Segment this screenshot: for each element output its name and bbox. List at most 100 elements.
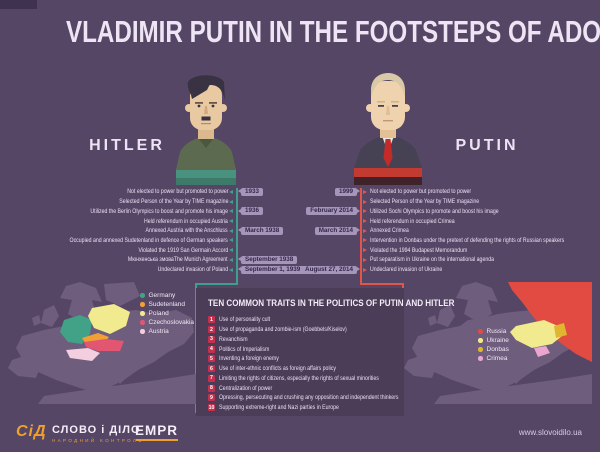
putin-label: PUTIN [455, 137, 519, 154]
event-text: Selected Person of the Year by TIME maga… [370, 198, 480, 206]
date-badge: March 2014 [314, 226, 361, 235]
trait-item: 9 Opressing, persecuting and crushing any… [208, 393, 404, 403]
tick-icon [363, 248, 367, 253]
tick-icon [229, 209, 233, 214]
legend-marker-icon [140, 329, 145, 334]
legend-label: Germany [148, 292, 176, 299]
event-text: Not elected to power but promoted to pow… [370, 188, 472, 196]
hitler-events-list: Not elected to power but promoted to pow… [20, 187, 228, 274]
date-badge: March 1938 [237, 226, 284, 235]
europe-map-1938 [8, 282, 196, 404]
putin-events-list: Not elected to power but promoted to pow… [370, 187, 585, 274]
event-text: Utilized the Berlin Olympics to boost an… [90, 207, 228, 215]
legend-item: Ukraine [478, 336, 509, 345]
trait-item: 7 Limiting the rights of citizens, especi… [208, 374, 404, 384]
hitler-label: HITLER [89, 137, 165, 154]
event-text: Selected Person of the Year by TIME maga… [118, 198, 228, 206]
website-url: www.slovoidilo.ua [518, 428, 582, 437]
trait-number: 1 [208, 316, 215, 324]
trait-label: Opressing, persecuting and crushing any … [219, 394, 399, 402]
traits-list: 1 Use of personality cult 2 Use of propagan… [196, 315, 404, 413]
trait-label: Supporting extreme-right and Nazi partie… [219, 404, 339, 412]
tick-icon [229, 257, 233, 262]
event-text: Held referendum in occupied Crimea [370, 217, 455, 225]
legend-label: Sudetenland [148, 301, 186, 308]
legend-marker-icon [140, 311, 145, 316]
hitler-portrait [176, 75, 236, 185]
legend-label: Czechoslovakia [148, 319, 195, 326]
legend-item: Austria [140, 327, 194, 336]
hitler-timeline-elbow [195, 283, 238, 285]
slovoidilo-logo-subtext: НАРОДНИЙ КОНТРОЛЬ [52, 438, 144, 443]
date-badge: September 1938 [237, 255, 298, 264]
event-text: Violated the 1919 San Germain Accord [138, 246, 228, 254]
legend-marker-icon [140, 320, 145, 325]
putin-event: Not elected to power but promoted to pow… [370, 187, 585, 197]
tick-icon [363, 267, 367, 272]
event-text: Intervention in Donbas under the pretext… [370, 236, 565, 244]
legend-item: Germany [140, 291, 194, 300]
trait-number: 2 [208, 326, 215, 334]
date-badge: 1936 [237, 207, 264, 216]
putin-event: Violated the 1994 Budapest Memorandum [370, 245, 585, 255]
trait-label: Use of personality cult [219, 316, 271, 324]
legend-item: Crimea [478, 354, 509, 363]
legend-item: Donbas [478, 345, 509, 354]
date-badge: February 2014 [306, 207, 360, 216]
legend-2014: Russia Ukraine Donbas Crimea [478, 327, 509, 363]
legend-item: Russia [478, 327, 509, 336]
putin-event: Held referendum in occupied Crimea [370, 216, 585, 226]
trait-number: 4 [208, 345, 215, 353]
putin-event: Selected Person of the Year by TIME maga… [370, 197, 585, 207]
trait-number: 9 [208, 394, 215, 402]
legend-marker-icon [478, 356, 483, 361]
event-text: Annexed Crimea [370, 227, 409, 235]
legend-marker-icon [478, 347, 483, 352]
date-badge: August 27, 2014 [301, 265, 360, 274]
traits-title: TEN COMMON TRAITS IN THE POLITICS OF PUT… [208, 298, 455, 309]
tick-icon [363, 219, 367, 224]
hitler-event: Held referendum in occupied Austria [20, 216, 228, 226]
putin-event: Intervention in Donbas under the pretext… [370, 236, 585, 246]
legend-label: Austria [148, 328, 169, 335]
trait-number: 10 [208, 404, 215, 412]
hitler-event: Occupied and annexed Sudetenland in defe… [20, 236, 228, 246]
trait-label: Use of propaganda and zombie-ism (Goebbe… [219, 326, 347, 334]
trait-number: 5 [208, 355, 215, 363]
tick-icon [229, 219, 233, 224]
putin-event: Undeclared invasion of Ukraine [370, 265, 585, 275]
tick-icon [229, 248, 233, 253]
putin-event: Annexed Crimea [370, 226, 585, 236]
hitler-event: Selected Person of the Year by TIME maga… [20, 197, 228, 207]
common-traits-panel: TEN COMMON TRAITS IN THE POLITICS OF PUT… [196, 288, 455, 416]
event-text: Annexed Austria with the Anschluss [145, 227, 228, 235]
hitler-event: Мюнхенська змоваThe Munich Agreement [20, 255, 228, 265]
legend-item: Poland [140, 309, 194, 318]
legend-item: Czechoslovakia [140, 318, 194, 327]
hitler-event: Utilized the Berlin Olympics to boost an… [20, 206, 228, 216]
tick-icon [229, 189, 233, 194]
hitler-event: Undeclared invasion of Poland [20, 265, 228, 275]
trait-item: 2 Use of propaganda and zombie-ism (Goebb… [208, 325, 404, 335]
event-text: Put separatism in Ukraine on the interna… [370, 256, 495, 264]
trait-item: 8 Centralization of power [208, 383, 404, 393]
date-badge: 1999 [334, 187, 361, 196]
trait-item: 3 Revanchism [208, 335, 404, 345]
trait-label: Politics of Imperialism [219, 345, 270, 353]
tick-icon [229, 199, 233, 204]
putin-event: Put separatism in Ukraine on the interna… [370, 255, 585, 265]
empr-logo: EMPR [135, 423, 179, 438]
empr-logo-rule [136, 439, 178, 441]
putin-timeline-elbow [360, 283, 404, 285]
tick-icon [363, 199, 367, 204]
tick-icon [229, 267, 233, 272]
hitler-dates-column: 1933 1936 March 1938 September 1938 Septembe… [237, 187, 356, 274]
hitler-timeline-line [236, 188, 238, 283]
putin-dates-column: 1999 February 2014 March 2014 August 27, 20… [242, 187, 361, 274]
date-badge: 1933 [237, 187, 264, 196]
trait-number: 8 [208, 384, 215, 392]
tick-icon [229, 228, 233, 233]
trait-item: 4 Politics of Imperialism [208, 344, 404, 354]
event-text: Utilized Sochi Olympics to promote and b… [370, 207, 499, 215]
